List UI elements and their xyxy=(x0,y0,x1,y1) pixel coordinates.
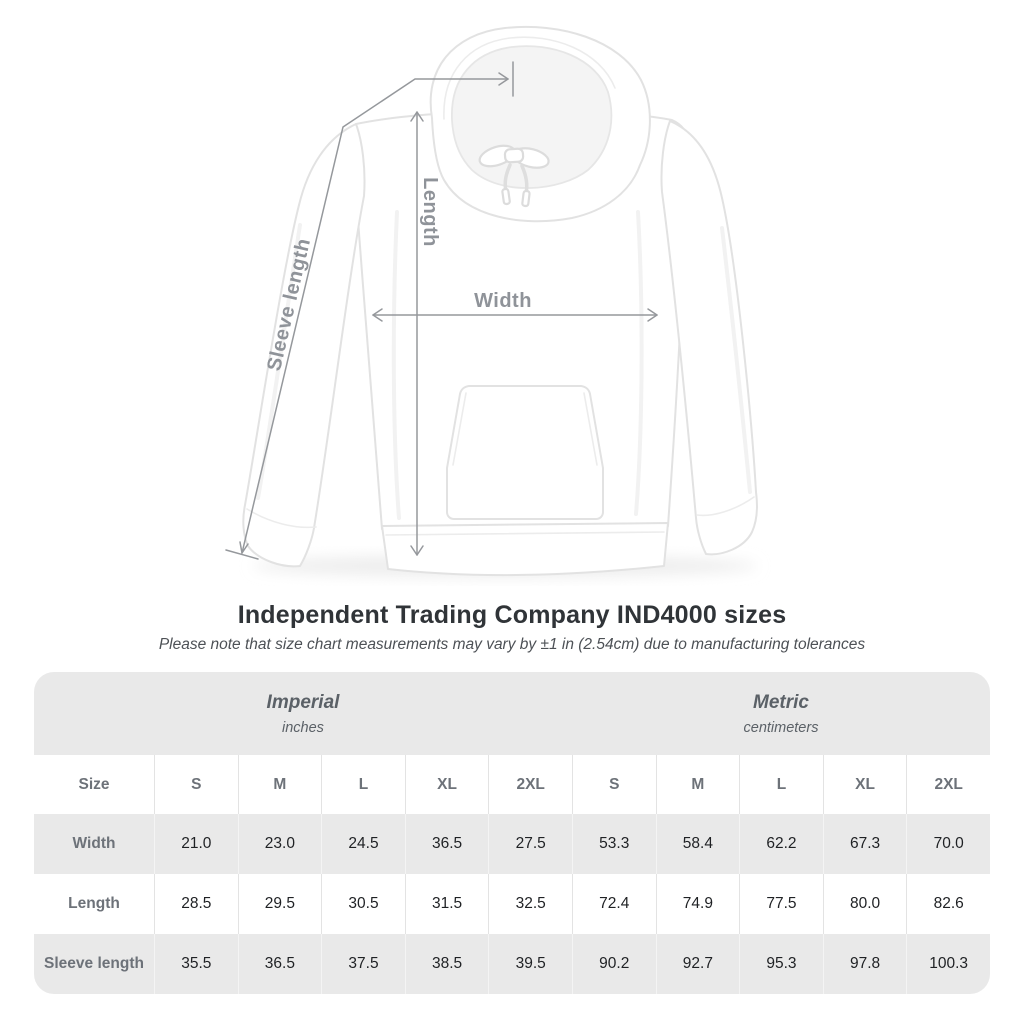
table-cell: 37.5 xyxy=(321,934,405,994)
table-cell: 32.5 xyxy=(488,874,572,934)
row-label: Length xyxy=(34,874,154,934)
width-label: Width xyxy=(474,290,532,312)
table-cell: 27.5 xyxy=(488,814,572,874)
table-cell: 90.2 xyxy=(571,934,656,994)
table-cell: 100.3 xyxy=(906,934,990,994)
metric-unit: centimeters xyxy=(743,719,819,736)
table-cell: 21.0 xyxy=(154,814,238,874)
imperial-unit: inches xyxy=(282,719,324,736)
sleeve-length-arrow xyxy=(225,61,514,560)
imperial-label: Imperial xyxy=(266,691,340,713)
metric-header: Metric centimeters xyxy=(571,672,990,755)
kangaroo-pocket xyxy=(446,385,604,520)
table-cell: 53.3 xyxy=(571,814,656,874)
table-cell: 36.5 xyxy=(404,814,489,874)
col-header: XL xyxy=(404,755,489,814)
right-sleeve xyxy=(660,120,758,556)
table-cell: 67.3 xyxy=(822,814,907,874)
size-table: Imperial inches Metric centimeters Size … xyxy=(34,672,990,994)
col-header: S xyxy=(154,755,238,814)
col-header: L xyxy=(321,755,405,814)
col-header: M xyxy=(655,755,740,814)
table-cell: 35.5 xyxy=(154,934,238,994)
hem-band xyxy=(381,522,669,577)
col-header: XL xyxy=(822,755,907,814)
table-cell: 62.2 xyxy=(739,814,823,874)
row-label: Sleeve length xyxy=(34,934,154,994)
unit-header-row: Imperial inches Metric centimeters xyxy=(34,672,990,755)
table-cell: 82.6 xyxy=(906,874,990,934)
table-cell: 92.7 xyxy=(655,934,740,994)
table-cell: 95.3 xyxy=(739,934,823,994)
table-cell: 58.4 xyxy=(655,814,740,874)
col-header: S xyxy=(571,755,656,814)
imperial-header: Imperial inches xyxy=(34,672,572,755)
col-header: M xyxy=(237,755,322,814)
length-label: Length xyxy=(419,177,441,247)
width-arrow xyxy=(372,308,658,322)
drawstring-bow xyxy=(478,144,550,208)
table-cell: 77.5 xyxy=(739,874,823,934)
size-header-cell: Size xyxy=(34,755,154,814)
aglet xyxy=(521,189,531,208)
col-header: 2XL xyxy=(488,755,572,814)
left-sleeve xyxy=(242,123,366,568)
length-arrow xyxy=(410,111,424,556)
metric-label: Metric xyxy=(753,691,809,713)
table-cell: 30.5 xyxy=(321,874,405,934)
page-title: Independent Trading Company IND4000 size… xyxy=(237,601,787,629)
table-cell: 29.5 xyxy=(237,874,322,934)
hoodie-body xyxy=(351,109,689,530)
size-header-row: Size S M L XL 2XL S M L XL 2XL xyxy=(34,755,990,814)
table-row-sleeve-length: Sleeve length 35.5 36.5 37.5 38.5 39.5 9… xyxy=(34,934,990,994)
table-cell: 23.0 xyxy=(237,814,322,874)
col-header: 2XL xyxy=(906,755,990,814)
table-row-length: Length 28.5 29.5 30.5 31.5 32.5 72.4 74.… xyxy=(34,874,990,934)
hood xyxy=(429,25,651,223)
table-cell: 72.4 xyxy=(571,874,656,934)
col-header: L xyxy=(739,755,823,814)
table-cell: 31.5 xyxy=(404,874,489,934)
table-cell: 39.5 xyxy=(488,934,572,994)
size-table-container: Imperial inches Metric centimeters Size … xyxy=(34,672,990,994)
table-row-width: Width 21.0 23.0 24.5 36.5 27.5 53.3 58.4… xyxy=(34,814,990,874)
table-cell: 97.8 xyxy=(822,934,907,994)
table-cell: 80.0 xyxy=(822,874,907,934)
table-cell: 70.0 xyxy=(906,814,990,874)
table-cell: 74.9 xyxy=(655,874,740,934)
tolerance-note: Please note that size chart measurements… xyxy=(158,636,866,653)
row-label: Width xyxy=(34,814,154,874)
table-cell: 38.5 xyxy=(404,934,489,994)
hoodie-measurement-diagram: Length Width Sleeve length xyxy=(225,25,758,577)
table-cell: 28.5 xyxy=(154,874,238,934)
aglet xyxy=(501,187,511,206)
table-cell: 36.5 xyxy=(237,934,322,994)
table-cell: 24.5 xyxy=(321,814,405,874)
